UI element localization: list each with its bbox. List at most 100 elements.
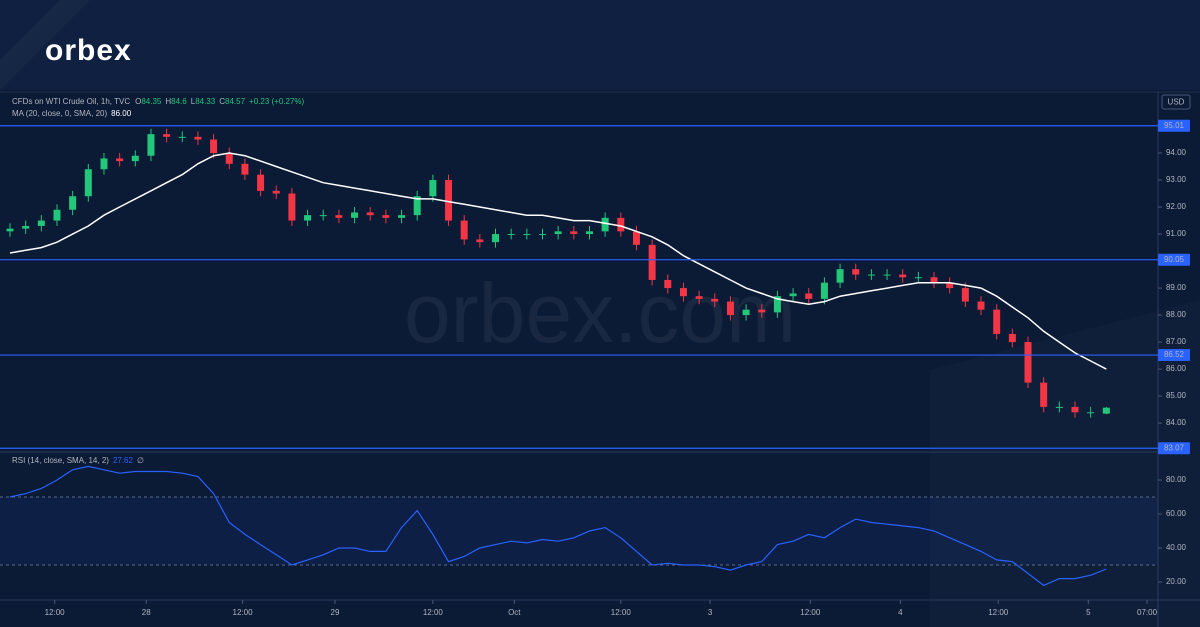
y-tick-label: 92.00 bbox=[1166, 202, 1187, 211]
candle-body bbox=[617, 217, 625, 232]
x-tick-label: 07:00 bbox=[1137, 608, 1158, 617]
candle-body bbox=[679, 288, 687, 297]
candle-body bbox=[37, 220, 45, 226]
y-tick-label: 89.00 bbox=[1166, 283, 1187, 292]
x-tick-label: Oct bbox=[508, 608, 521, 617]
candle-body bbox=[288, 193, 296, 221]
candle-body bbox=[961, 288, 969, 302]
candle-body bbox=[1055, 406, 1063, 408]
x-tick-label: 3 bbox=[708, 608, 713, 617]
candle-body bbox=[413, 196, 421, 216]
candle-body bbox=[930, 277, 938, 283]
level-label: 83.07 bbox=[1164, 443, 1185, 452]
ohlc-label: O bbox=[135, 97, 141, 106]
candle-body bbox=[53, 209, 61, 221]
legend-main: CFDs on WTI Crude Oil, 1h, TVC O84.35 H84.… bbox=[12, 97, 305, 106]
currency: USD bbox=[1168, 98, 1185, 107]
candle-body bbox=[147, 134, 155, 156]
candle-body bbox=[241, 163, 249, 175]
candle-body bbox=[632, 231, 640, 245]
candle-body bbox=[476, 239, 484, 243]
candle-body bbox=[272, 190, 280, 194]
x-tick-label: 12:00 bbox=[45, 608, 66, 617]
candle-body bbox=[585, 231, 593, 235]
plot: 84.00 85.00 86.00 87.00 88.00 89.00 91.00 92.00… bbox=[0, 119, 1190, 617]
candle-body bbox=[648, 244, 656, 280]
candle-body bbox=[445, 180, 453, 221]
candle-body bbox=[711, 298, 719, 302]
candle-body bbox=[6, 228, 14, 232]
candle-body bbox=[773, 296, 781, 313]
candle-body bbox=[382, 215, 390, 218]
candle-body bbox=[225, 153, 233, 164]
candle-body bbox=[131, 155, 139, 162]
candle-body bbox=[946, 282, 954, 289]
y-tick-label: 94.00 bbox=[1166, 148, 1187, 157]
candle-body bbox=[867, 274, 875, 276]
candle-body bbox=[1102, 407, 1110, 414]
level-label: 90.05 bbox=[1164, 255, 1185, 264]
level-label: 95.01 bbox=[1164, 121, 1185, 130]
candle-body bbox=[460, 220, 468, 240]
ohlc-label: C bbox=[219, 97, 225, 106]
candle-body bbox=[366, 212, 374, 216]
y-tick-label: 88.00 bbox=[1166, 310, 1187, 319]
candle-body bbox=[601, 217, 609, 232]
candle-body bbox=[993, 309, 1001, 334]
candle-body bbox=[977, 301, 985, 310]
candle-body bbox=[194, 136, 202, 140]
rsi-line bbox=[9, 465, 1107, 587]
rsi-extra: ∅ bbox=[137, 456, 144, 465]
candle-body bbox=[914, 277, 922, 279]
candle-body bbox=[507, 234, 515, 236]
x-tick-label: 12:00 bbox=[423, 608, 444, 617]
candle-body bbox=[304, 215, 312, 221]
candle-body bbox=[523, 234, 531, 236]
candle-body bbox=[1008, 333, 1016, 343]
x-tick-label: 5 bbox=[1086, 608, 1091, 617]
level-label-box bbox=[1158, 442, 1190, 455]
candle-body bbox=[163, 134, 171, 137]
y-tick-label: 87.00 bbox=[1166, 337, 1187, 346]
ma-last: 86.00 bbox=[111, 109, 132, 118]
x-tick-label: 12:00 bbox=[233, 608, 254, 617]
rsi-band bbox=[0, 497, 1158, 565]
ohlc-value: 84.57 bbox=[225, 97, 246, 106]
candle-body bbox=[899, 274, 907, 278]
candle-body bbox=[492, 234, 500, 243]
y-tick-label: 85.00 bbox=[1166, 391, 1187, 400]
change: +0.23 (+0.27%) bbox=[249, 97, 304, 106]
candle-body bbox=[1071, 406, 1079, 413]
candle-body bbox=[429, 180, 437, 197]
level-label-box bbox=[1158, 349, 1190, 362]
candle-body bbox=[398, 215, 406, 218]
header-bar bbox=[0, 0, 1200, 90]
candle-body bbox=[319, 215, 327, 217]
candle-body bbox=[820, 282, 828, 299]
candle-body bbox=[570, 231, 578, 235]
candle-body bbox=[789, 293, 797, 297]
ma-line bbox=[9, 152, 1107, 370]
watermark: orbex.com bbox=[404, 266, 796, 360]
legend-rsi: RSI (14, close, SMA, 14, 2) 27.62 ∅ bbox=[12, 456, 144, 465]
legend-title: CFDs on WTI Crude Oil, 1h, TVC bbox=[12, 97, 130, 106]
rsi-tick-label: 80.00 bbox=[1166, 475, 1187, 484]
y-tick-label: 86.00 bbox=[1166, 364, 1187, 373]
x-tick-label: 12:00 bbox=[800, 608, 821, 617]
candle-body bbox=[726, 301, 734, 316]
candle-body bbox=[742, 309, 750, 316]
candle-body bbox=[554, 231, 562, 235]
candle-body bbox=[1040, 382, 1048, 407]
rsi-name: RSI (14, close, SMA, 14, 2) bbox=[12, 456, 109, 465]
candle-body bbox=[805, 293, 813, 299]
candle-body bbox=[116, 158, 124, 162]
ma-name: MA (20, close, 0, SMA, 20) bbox=[12, 109, 107, 118]
candle-body bbox=[836, 269, 844, 283]
candle-body bbox=[210, 139, 218, 154]
legend-ma: MA (20, close, 0, SMA, 20) 86.00 bbox=[12, 109, 132, 118]
candle-body bbox=[257, 174, 265, 191]
level-label-box bbox=[1158, 253, 1190, 266]
candle-body bbox=[883, 274, 891, 276]
x-tick-label: 12:00 bbox=[611, 608, 632, 617]
candle-body bbox=[22, 225, 30, 229]
